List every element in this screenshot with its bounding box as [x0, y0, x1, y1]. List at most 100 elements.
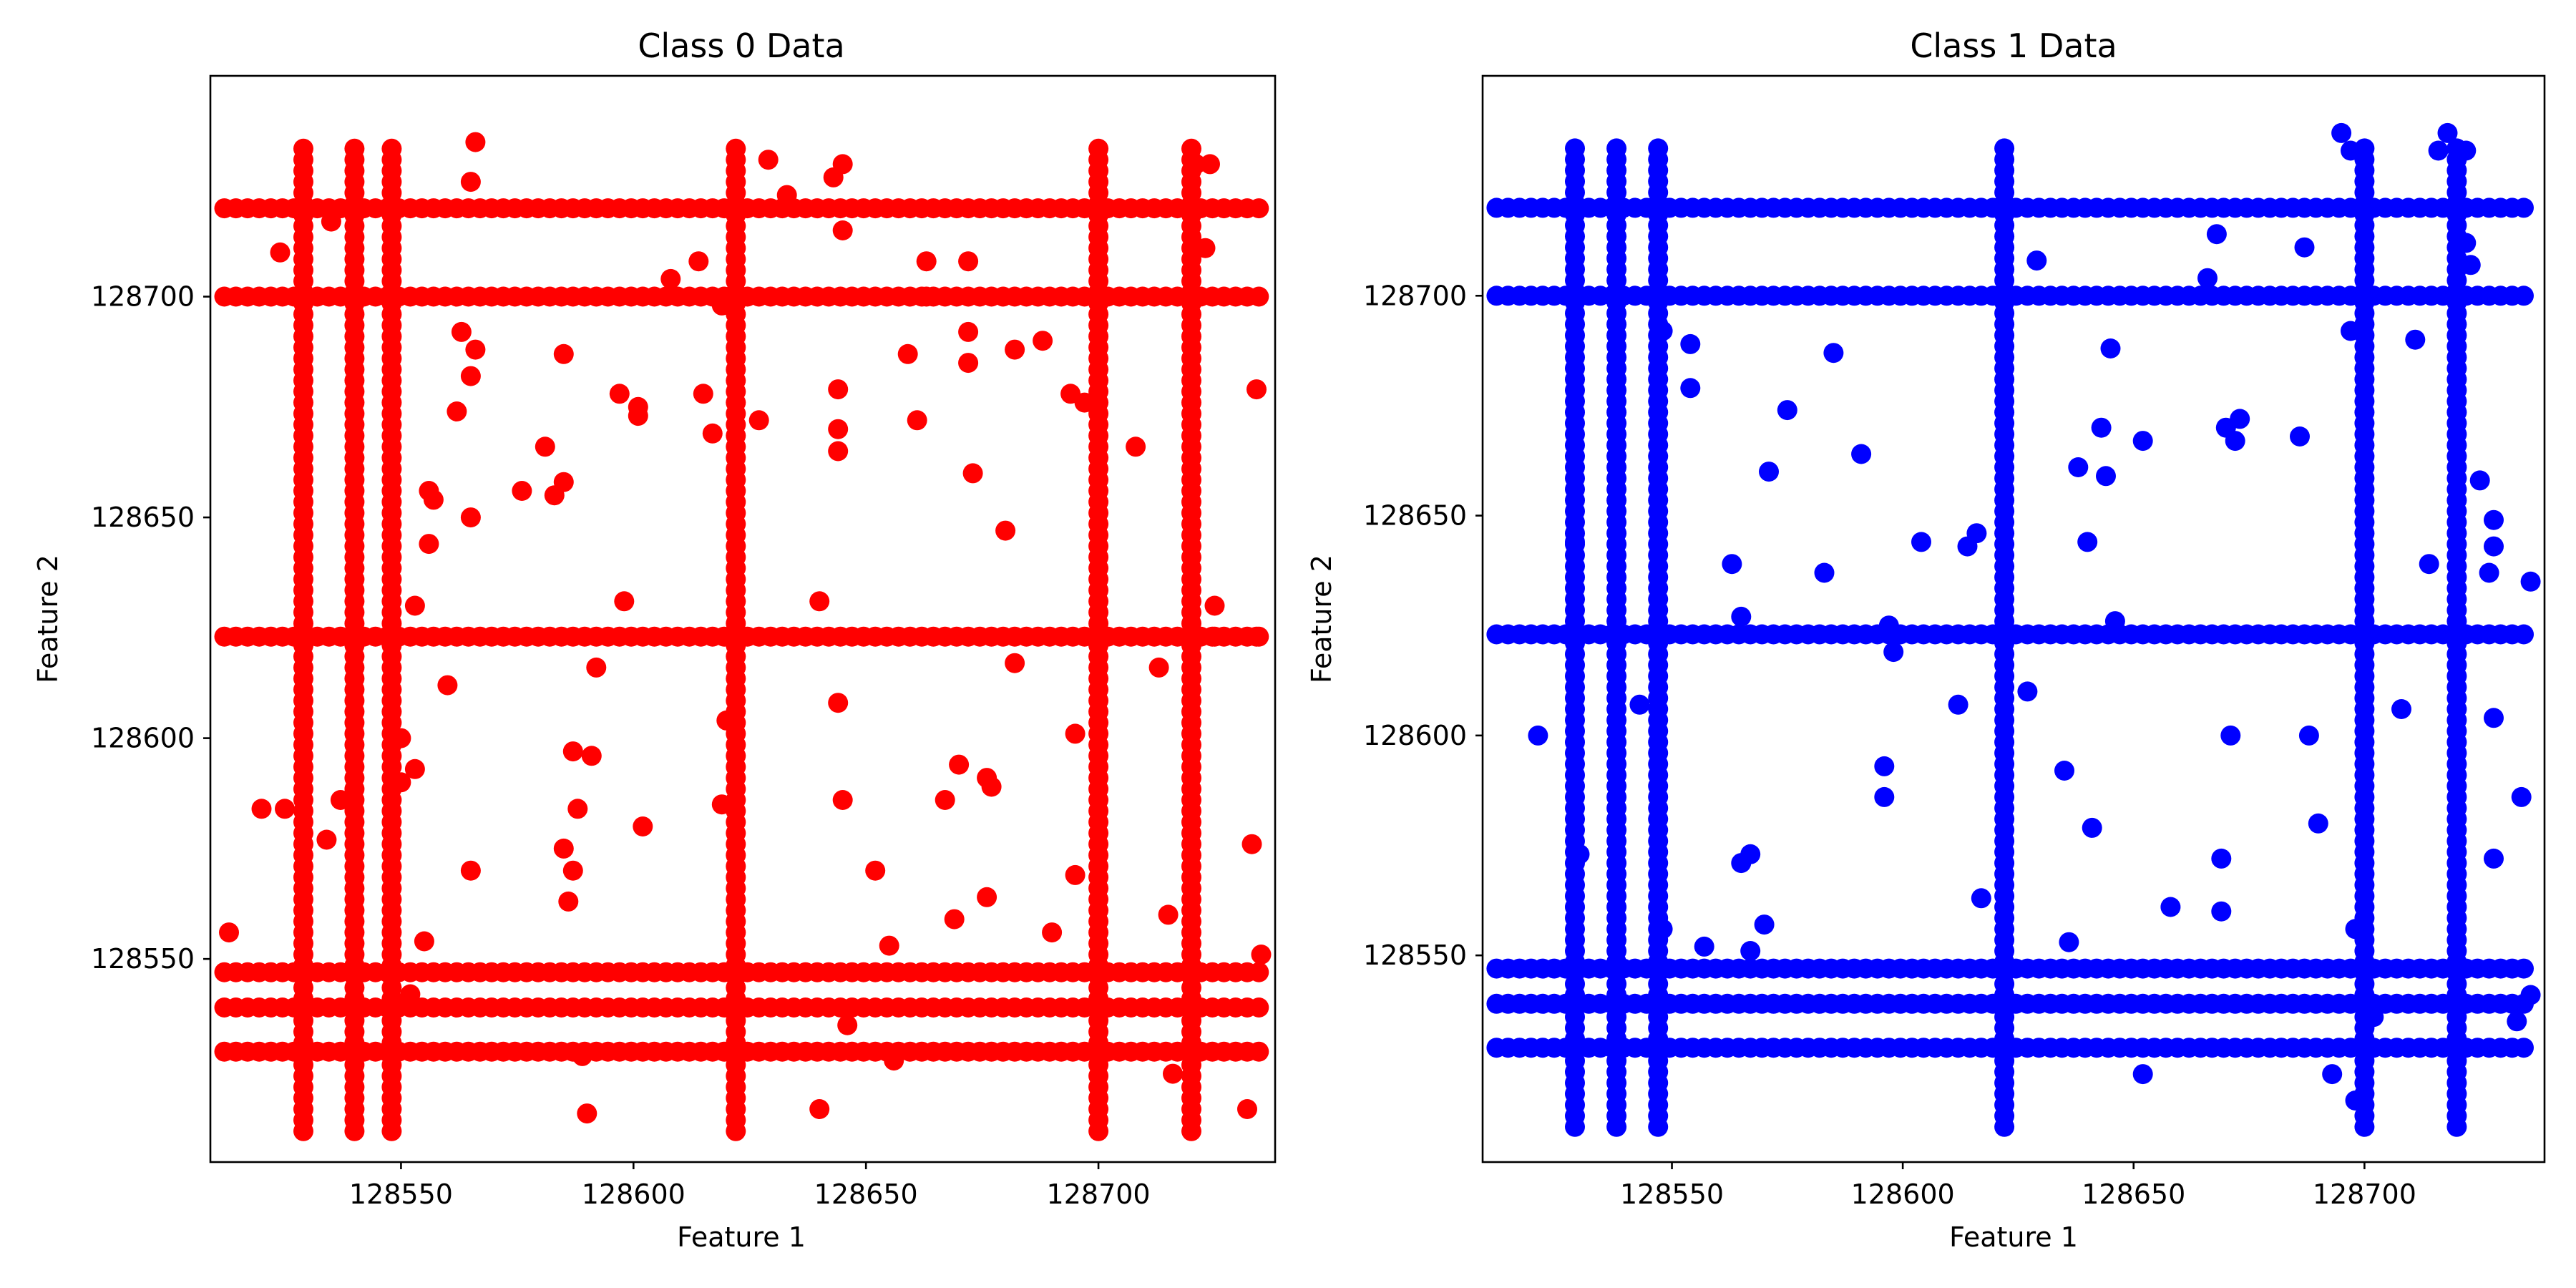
data-point	[2419, 554, 2439, 575]
data-point	[832, 790, 853, 810]
data-point	[716, 710, 737, 731]
data-point	[586, 657, 607, 678]
data-point	[2100, 338, 2121, 358]
data-point	[2017, 681, 2038, 702]
data-point	[2437, 122, 2458, 143]
data-point	[2484, 708, 2504, 728]
data-point	[2484, 536, 2504, 557]
data-point	[1569, 844, 1590, 864]
data-point	[423, 489, 444, 510]
data-point	[2225, 431, 2245, 452]
data-point	[1042, 922, 1063, 943]
data-point	[1148, 657, 1169, 678]
data-point	[1754, 914, 1775, 935]
data-point	[2220, 725, 2241, 746]
data-point	[1241, 834, 1262, 854]
data-point	[1126, 436, 1146, 457]
data-point	[828, 379, 849, 400]
class-0-panel: Class 0 Data 128550 128600 128650 128700 12…	[32, 26, 1277, 1253]
data-point	[2391, 699, 2411, 719]
data-point	[884, 1050, 904, 1071]
data-point	[2322, 1064, 2343, 1085]
data-point	[2308, 813, 2328, 834]
data-point	[2059, 932, 2079, 952]
data-point	[2077, 532, 2098, 552]
data-point	[1629, 694, 1650, 715]
data-point	[865, 860, 886, 881]
data-point	[512, 481, 532, 501]
class-0-x-axis-label: Feature 1	[677, 1221, 806, 1253]
data-point	[2428, 140, 2449, 161]
data-point	[958, 251, 979, 272]
data-point	[776, 185, 797, 205]
data-point	[1740, 941, 1761, 961]
data-point	[1680, 333, 1701, 354]
class-1-axes-frame	[1481, 74, 2546, 1163]
data-point	[2082, 817, 2102, 838]
data-point	[2520, 571, 2541, 592]
data-point	[1005, 653, 1025, 673]
data-point	[2460, 255, 2481, 275]
data-point	[219, 922, 239, 943]
data-point	[1181, 138, 1201, 159]
data-point	[2341, 321, 2361, 341]
data-point	[916, 286, 937, 307]
data-point	[270, 242, 291, 263]
data-point	[2345, 919, 2366, 940]
data-point	[828, 419, 849, 439]
data-point	[2507, 1011, 2527, 1032]
data-point	[1878, 615, 1899, 636]
y-tick-label: 128700	[1363, 280, 1467, 311]
data-point	[1565, 138, 1585, 159]
data-point	[2298, 725, 2319, 746]
data-point	[1249, 962, 1269, 982]
data-point	[1200, 154, 1220, 175]
data-point	[2091, 417, 2112, 438]
data-point	[2456, 140, 2477, 161]
data-point	[330, 790, 351, 810]
data-point	[381, 138, 402, 159]
x-tick-label: 128600	[582, 1179, 686, 1210]
data-point	[1163, 1063, 1183, 1084]
class-1-panel: Class 1 Data 128550 128600 128650 128700 12…	[1306, 26, 2546, 1253]
data-point	[935, 790, 955, 810]
data-point	[2026, 250, 2047, 271]
data-point	[916, 251, 937, 272]
data-point	[2054, 761, 2074, 781]
x-tick-label: 128700	[1047, 1179, 1151, 1210]
class-0-y-ticks: 128550 128600 128650 128700	[91, 281, 210, 975]
data-point	[828, 693, 849, 713]
x-tick-label: 128550	[1620, 1179, 1724, 1210]
data-point	[702, 423, 723, 444]
data-point	[437, 675, 458, 696]
data-point	[958, 321, 979, 342]
class-0-x-ticks: 128550 128600 128650 128700	[349, 1162, 1151, 1210]
data-point	[2132, 431, 2153, 452]
data-point	[907, 410, 927, 431]
data-point	[1851, 444, 1872, 464]
data-point	[460, 860, 481, 881]
data-point	[1204, 626, 1225, 647]
data-point	[2469, 470, 2490, 491]
data-point	[2132, 1064, 2153, 1085]
data-point	[391, 728, 411, 748]
data-point	[1823, 343, 1844, 364]
data-point	[1777, 400, 1797, 421]
data-point	[758, 150, 779, 170]
data-point	[981, 776, 1002, 797]
data-point	[2520, 985, 2541, 1005]
x-tick-label: 128650	[2082, 1179, 2185, 1210]
data-point	[1065, 723, 1085, 744]
data-point	[2211, 848, 2232, 869]
data-point	[2514, 624, 2534, 645]
data-point	[2068, 457, 2089, 477]
data-point	[400, 984, 421, 1005]
data-point	[460, 507, 481, 528]
data-point	[1528, 725, 1548, 746]
data-point	[2405, 329, 2426, 350]
class-0-axes-frame	[209, 74, 1277, 1163]
data-point	[958, 353, 979, 374]
y-tick-label: 128600	[91, 723, 195, 754]
data-point	[562, 860, 583, 881]
